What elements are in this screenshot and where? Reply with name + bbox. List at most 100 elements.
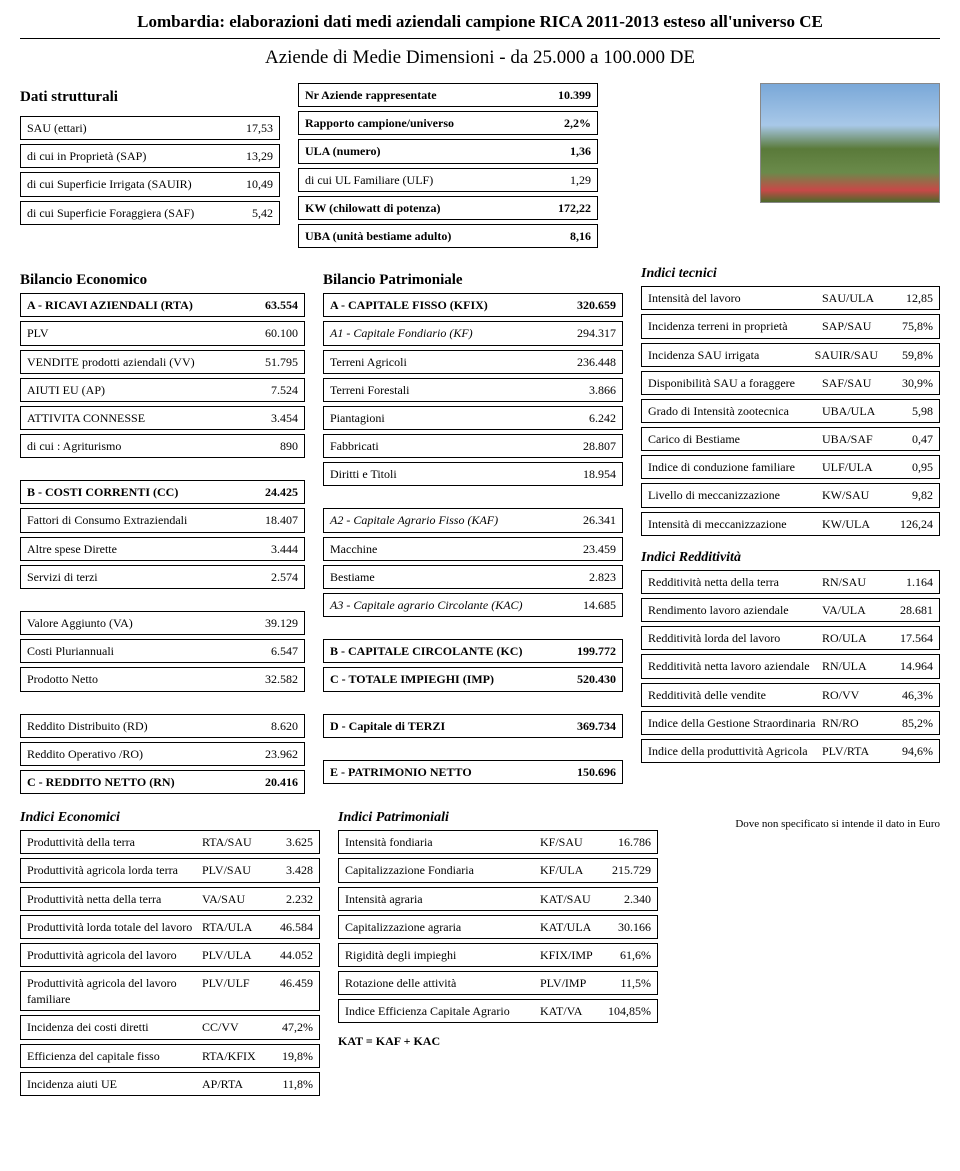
row-ratio: SAF/SAU [818, 375, 878, 391]
row-label: Redditività netta della terra [648, 574, 818, 590]
footnote: Dove non specificato si intende il dato … [676, 818, 940, 830]
row-value: 3.454 [228, 410, 298, 426]
page-title: Lombardia: elaborazioni dati medi aziend… [20, 12, 940, 32]
row-value: 14.685 [546, 597, 616, 613]
row-label: B - CAPITALE CIRCOLANTE (KC) [330, 643, 546, 659]
ds-right-value: 2,2% [536, 115, 591, 131]
landscape-image [760, 83, 940, 203]
row-value: 199.772 [546, 643, 616, 659]
row-label: PLV [27, 325, 228, 341]
bilancio-economico-heading: Bilancio Economico [20, 272, 305, 289]
row-value: 2.340 [596, 891, 651, 907]
row-label: Indice di conduzione familiare [648, 459, 818, 475]
ds-right-value: 8,16 [536, 228, 591, 244]
row-label: Indice della produttività Agricola [648, 743, 818, 759]
row-ratio: KAT/VA [536, 1003, 596, 1019]
ds-left-label: SAU (ettari) [27, 120, 218, 136]
row-label: B - COSTI CORRENTI (CC) [27, 484, 228, 500]
row-ratio: SAU/ULA [818, 290, 878, 306]
row-ratio: PLV/IMP [536, 975, 596, 991]
row-label: Produttività agricola lorda terra [27, 862, 198, 878]
row-value: 94,6% [878, 743, 933, 759]
row-value: 11,8% [258, 1076, 313, 1092]
row-ratio: RN/SAU [818, 574, 878, 590]
ds-right-label: UBA (unità bestiame adulto) [305, 228, 536, 244]
row-label: Produttività netta della terra [27, 891, 198, 907]
row-value: 369.734 [546, 718, 616, 734]
row-label: Fattori di Consumo Extraziendali [27, 512, 228, 528]
row-ratio: RTA/KFIX [198, 1048, 258, 1064]
row-value: 215.729 [596, 862, 651, 878]
row-value: 1.164 [878, 574, 933, 590]
row-value: 44.052 [258, 947, 313, 963]
row-value: 0,47 [878, 431, 933, 447]
row-label: Produttività lorda totale del lavoro [27, 919, 198, 935]
row-ratio: KW/ULA [818, 516, 878, 532]
row-value: 0,95 [878, 459, 933, 475]
row-label: Capitalizzazione Fondiaria [345, 862, 536, 878]
row-ratio: UBA/ULA [818, 403, 878, 419]
row-value: 150.696 [546, 764, 616, 780]
row-ratio: PLV/SAU [198, 862, 258, 878]
row-value: 46.459 [258, 975, 313, 991]
row-value: 59,8% [878, 347, 933, 363]
row-value: 61,6% [596, 947, 651, 963]
row-label: A - RICAVI AZIENDALI (RTA) [27, 297, 228, 313]
row-label: Efficienza del capitale fisso [27, 1048, 198, 1064]
ds-right-value: 10.399 [536, 87, 591, 103]
row-ratio: AP/RTA [198, 1076, 258, 1092]
row-label: Reddito Distribuito (RD) [27, 718, 228, 734]
ds-right-value: 1,29 [536, 172, 591, 188]
row-ratio: KW/SAU [818, 487, 878, 503]
ds-left-label: di cui Superficie Irrigata (SAUIR) [27, 176, 218, 192]
row-label: Incidenza aiuti UE [27, 1076, 198, 1092]
row-label: Rendimento lavoro aziendale [648, 602, 818, 618]
row-value: 520.430 [546, 671, 616, 687]
row-value: 18.407 [228, 512, 298, 528]
ds-left-value: 13,29 [218, 148, 273, 164]
row-label: Costi Pluriannuali [27, 643, 228, 659]
row-label: A2 - Capitale Agrario Fisso (KAF) [330, 512, 546, 528]
row-label: Produttività agricola del lavoro familia… [27, 975, 198, 1007]
ds-left-value: 17,53 [218, 120, 273, 136]
row-label: Terreni Forestali [330, 382, 546, 398]
divider [20, 38, 940, 39]
row-label: Reddito Operativo /RO) [27, 746, 228, 762]
row-value: 3.444 [228, 541, 298, 557]
ds-left-label: di cui in Proprietà (SAP) [27, 148, 218, 164]
row-value: 3.428 [258, 862, 313, 878]
kat-formula: KAT = KAF + KAC [338, 1034, 658, 1049]
row-label: Redditività lorda del lavoro [648, 630, 818, 646]
row-value: 8.620 [228, 718, 298, 734]
row-value: 9,82 [878, 487, 933, 503]
row-value: 12,85 [878, 290, 933, 306]
row-value: 32.582 [228, 671, 298, 687]
row-value: 46.584 [258, 919, 313, 935]
row-label: A - CAPITALE FISSO (KFIX) [330, 297, 546, 313]
row-value: 39.129 [228, 615, 298, 631]
row-label: Intensità di meccanizzazione [648, 516, 818, 532]
row-ratio: RO/ULA [818, 630, 878, 646]
row-value: 2.823 [546, 569, 616, 585]
row-label: Intensità agraria [345, 891, 536, 907]
row-label: Rigidità degli impieghi [345, 947, 536, 963]
row-ratio: PLV/RTA [818, 743, 878, 759]
row-value: 75,8% [878, 318, 933, 334]
row-value: 11,5% [596, 975, 651, 991]
row-ratio: KFIX/IMP [536, 947, 596, 963]
row-label: Fabbricati [330, 438, 546, 454]
ds-right-label: KW (chilowatt di potenza) [305, 200, 536, 216]
row-label: Incidenza terreni in proprietà [648, 318, 818, 334]
row-ratio: ULF/ULA [818, 459, 878, 475]
row-value: 19,8% [258, 1048, 313, 1064]
ds-left-label: di cui Superficie Foraggiera (SAF) [27, 205, 218, 221]
row-value: 6.242 [546, 410, 616, 426]
row-value: 3.625 [258, 834, 313, 850]
ds-right-value: 172,22 [536, 200, 591, 216]
row-label: Redditività delle vendite [648, 687, 818, 703]
row-label: ATTIVITA CONNESSE [27, 410, 228, 426]
row-value: 24.425 [228, 484, 298, 500]
ds-right-label: Rapporto campione/universo [305, 115, 536, 131]
row-value: 6.547 [228, 643, 298, 659]
ds-left-value: 5,42 [218, 205, 273, 221]
